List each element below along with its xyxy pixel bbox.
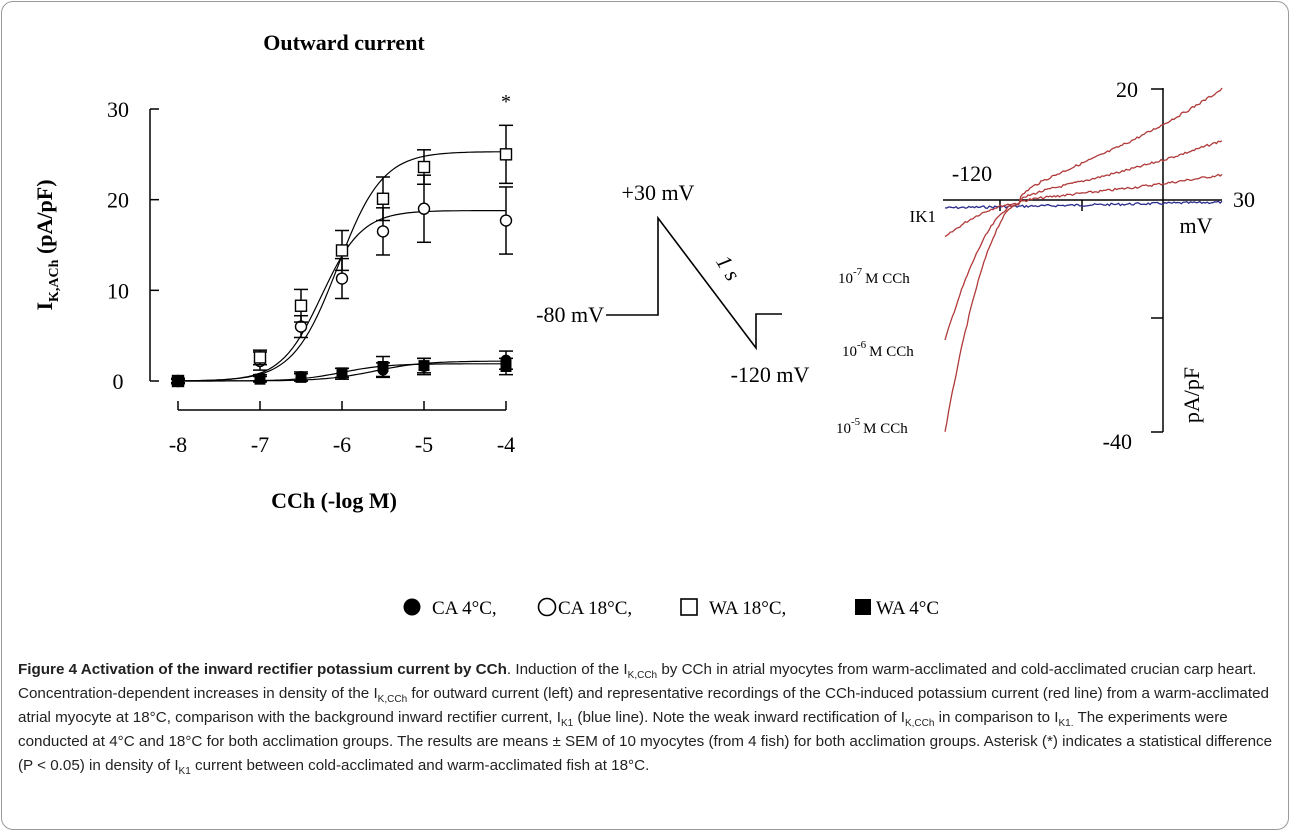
protocol-holding-label: -80 mV (536, 302, 604, 327)
point-ca18 (376, 225, 390, 238)
data-marks (171, 124, 513, 388)
ccH-label-1e-7: 10-7 M CCh (838, 266, 910, 287)
legend-label-wa18: WA 18°C, (709, 598, 786, 619)
x-axis-label: CCh (-log M) (271, 488, 397, 513)
iv-y-top-label: 20 (1116, 77, 1138, 102)
iv-y-bottom-label: -40 (1103, 429, 1132, 454)
y-axis-label: IK,ACh (pA/pF) (32, 179, 62, 310)
x-tick-label: -5 (415, 432, 433, 457)
ik1-label: IK1 (910, 207, 936, 226)
legend-label-ca18: CA 18°C, (558, 598, 632, 619)
y-tick-label: 20 (107, 188, 129, 213)
figure-graphics: Outward current 0 10 20 30 -8 -7 -6 -5 -4 IK,AC… (32, 30, 1255, 619)
protocol-top-label: +30 mV (622, 180, 695, 205)
x-tick-label: -8 (169, 432, 187, 457)
legend: CA 4°C, CA 18°C, WA 18°C, WA 4°C (403, 597, 939, 619)
y-tick-label: 30 (107, 97, 129, 122)
left-chart-title: Outward current (263, 30, 425, 55)
legend-label-wa4: WA 4°C (876, 598, 939, 619)
y-tick-label: 0 (113, 369, 124, 394)
point-wa4 (295, 371, 307, 383)
voltage-protocol: +30 mV -80 mV -120 mV 1 s (536, 180, 809, 387)
figure-caption: Figure 4 Activation of the inward rectif… (18, 661, 1273, 778)
protocol-duration-label: 1 s (711, 250, 745, 285)
iv-x-right-label: 30 (1233, 187, 1255, 212)
legend-marker-filled-square (855, 599, 871, 615)
iv-x-left-label: -120 (952, 161, 992, 186)
point-wa4 (254, 373, 266, 385)
iv-y-unit: pA/pF (1179, 367, 1204, 423)
significance-star: * (501, 91, 511, 113)
iv-trace-1 (944, 173, 1223, 238)
dose-response-chart: Outward current 0 10 20 30 -8 -7 -6 -5 -4 IK,AC… (32, 30, 515, 513)
x-tick-label: -7 (251, 432, 269, 457)
y-ticks: 0 10 20 30 (107, 97, 159, 394)
protocol-bottom-label: -120 mV (731, 362, 810, 387)
iv-traces (944, 87, 1223, 432)
y-tick-label: 10 (107, 278, 129, 303)
iv-trace-3 (944, 87, 1223, 432)
iv-trace-0 (944, 200, 1223, 210)
point-wa18 (499, 148, 513, 161)
point-wa18 (253, 351, 267, 364)
iv-ticks (999, 88, 1163, 433)
legend-label-ca4: CA 4°C, (432, 598, 497, 619)
x-tick-label: -6 (333, 432, 351, 457)
point-wa4 (336, 367, 348, 379)
iv-x-unit: mV (1180, 213, 1213, 238)
iv-recording-chart: 20 -40 -120 30 mV pA/pF IK1 10-7 M CCh 10… (836, 77, 1255, 454)
point-wa18 (294, 299, 308, 312)
point-ca18 (417, 202, 431, 215)
legend-marker-open-circle (537, 597, 557, 617)
point-wa4 (418, 360, 430, 372)
point-wa4 (172, 375, 184, 387)
legend-marker-open-square (680, 598, 698, 616)
ccH-label-1e-5: 10-5 M CCh (836, 416, 908, 437)
point-ca18 (335, 272, 349, 285)
point-wa18 (376, 192, 390, 205)
iv-trace-2 (944, 140, 1223, 341)
point-wa4 (377, 360, 389, 372)
legend-marker-filled-circle (403, 598, 421, 616)
point-wa4 (500, 360, 512, 372)
x-tick-label: -4 (497, 432, 515, 457)
point-wa18 (335, 244, 349, 257)
protocol-trace (606, 215, 782, 351)
x-ticks: -8 -7 -6 -5 -4 (169, 401, 515, 457)
point-wa18 (417, 160, 431, 174)
ccH-label-1e-6: 10-6 M CCh (842, 339, 914, 360)
caption-title: Figure 4 Activation of the inward rectif… (18, 661, 507, 678)
point-ca18 (499, 214, 513, 227)
